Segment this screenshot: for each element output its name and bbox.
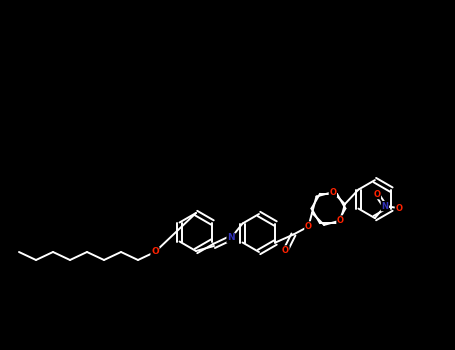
Text: O: O (374, 190, 380, 198)
Text: O: O (151, 247, 159, 257)
Text: O: O (282, 246, 289, 255)
Text: O: O (305, 222, 312, 231)
Text: O: O (329, 188, 336, 197)
Text: N: N (381, 202, 389, 211)
Text: O: O (395, 204, 402, 212)
Text: N: N (227, 233, 235, 243)
Text: O: O (337, 216, 344, 225)
